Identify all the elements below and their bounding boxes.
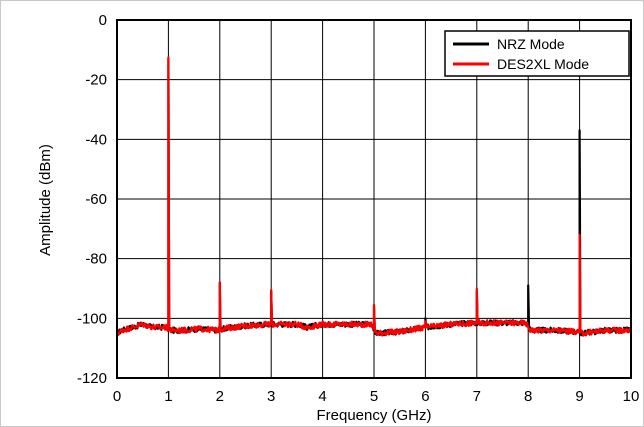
y-tick-label: -120 <box>77 370 107 387</box>
series-line-des2xl <box>115 56 632 337</box>
x-tick-label: 5 <box>370 388 378 405</box>
x-tick-label: 4 <box>318 388 326 405</box>
x-tick-label: 0 <box>113 388 121 405</box>
legend: NRZ Mode DES2XL Mode <box>444 30 630 77</box>
plot-border <box>116 19 632 379</box>
x-tick-label: 9 <box>575 388 583 405</box>
x-tick-label: 3 <box>267 388 275 405</box>
x-tick-label: 1 <box>164 388 172 405</box>
legend-label-des2xl: DES2XL Mode <box>497 56 589 72</box>
legend-box <box>444 30 630 77</box>
series-layer <box>115 56 632 337</box>
legend-label-nrz: NRZ Mode <box>497 36 565 52</box>
y-tick-label: -80 <box>85 251 107 268</box>
y-axis-ticks: 0 -20 -40 -60 -80 -100 -120 <box>77 12 107 387</box>
x-tick-label: 10 <box>623 388 640 405</box>
x-axis-ticks: 0 1 2 3 4 5 6 7 8 9 10 <box>113 388 640 405</box>
x-tick-label: 6 <box>421 388 429 405</box>
y-tick-label: -60 <box>85 191 107 208</box>
y-axis-label: Amplitude (dBm) <box>37 144 54 256</box>
x-tick-label: 7 <box>473 388 481 405</box>
y-tick-label: 0 <box>99 12 107 29</box>
x-tick-label: 8 <box>524 388 532 405</box>
x-tick-label: 2 <box>216 388 224 405</box>
y-tick-label: -20 <box>85 72 107 89</box>
y-tick-label: -100 <box>77 310 107 327</box>
y-tick-label: -40 <box>85 131 107 148</box>
x-axis-label: Frequency (GHz) <box>316 407 431 424</box>
